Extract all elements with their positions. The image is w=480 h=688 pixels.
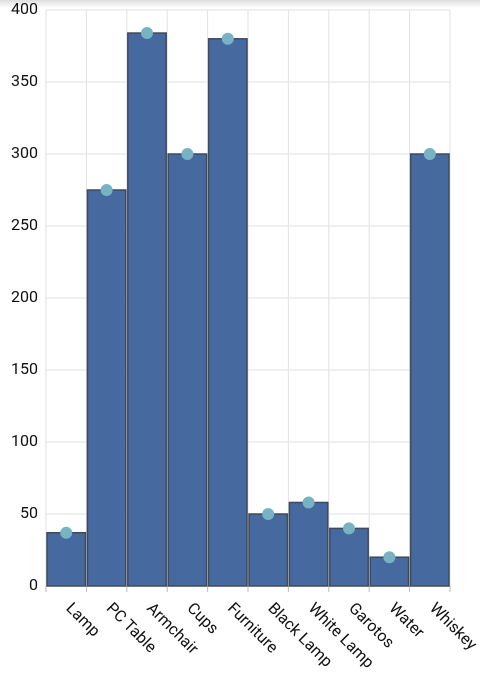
bar	[248, 513, 289, 587]
x-tick-label: Lamp	[62, 598, 104, 640]
bar-marker	[343, 522, 355, 535]
bar-marker	[181, 148, 194, 160]
bar-marker	[383, 551, 396, 564]
bar	[288, 501, 329, 587]
y-tick-label: 100	[11, 431, 38, 450]
bar	[167, 153, 208, 587]
y-tick-label: 300	[11, 143, 38, 162]
bar	[127, 32, 167, 587]
y-tick-label: 200	[11, 287, 38, 306]
bar-marker	[423, 148, 436, 160]
y-tick-label: 400	[11, 0, 38, 18]
bar-marker	[221, 32, 234, 45]
bar	[409, 153, 450, 587]
bar-marker	[100, 184, 113, 196]
y-tick-label: 0	[29, 575, 38, 594]
x-tick-label: Whiskey	[426, 598, 480, 654]
bar	[46, 531, 87, 587]
top-shadow	[0, 0, 480, 8]
bar	[329, 527, 369, 587]
bar-marker	[141, 27, 153, 40]
bar	[86, 189, 127, 587]
y-tick-label: 50	[20, 503, 38, 522]
bar	[207, 38, 248, 587]
y-tick-label: 150	[11, 359, 38, 378]
bar-marker	[302, 496, 315, 509]
bar-marker	[60, 526, 73, 539]
y-tick-label: 350	[11, 71, 38, 90]
bar-marker	[262, 508, 275, 520]
y-tick-label: 250	[11, 215, 38, 234]
